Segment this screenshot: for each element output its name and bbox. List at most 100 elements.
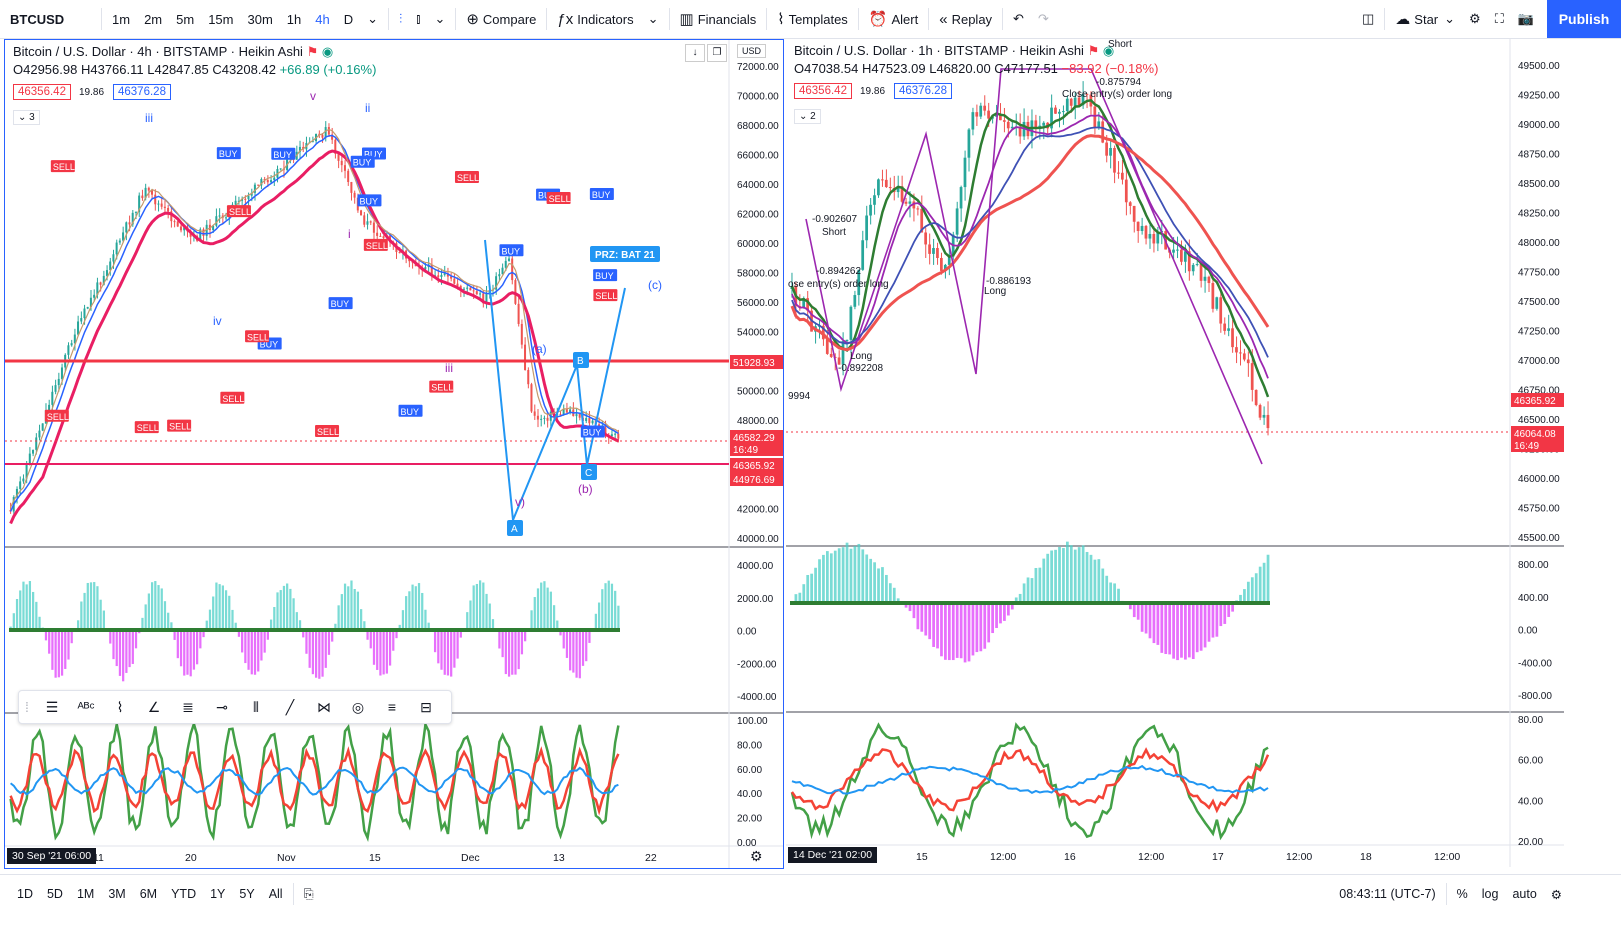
scroll-down-icon[interactable]: ↓ xyxy=(685,44,705,62)
candle-body xyxy=(131,212,134,225)
candle-body xyxy=(485,293,488,304)
interval-15m[interactable]: 15m xyxy=(208,11,234,27)
candle-body xyxy=(585,418,588,421)
percent-toggle[interactable]: % xyxy=(1456,887,1468,901)
drag-handle-icon[interactable]: ⁞ xyxy=(25,699,29,715)
range-1y[interactable]: 1Y xyxy=(210,887,226,901)
layout-icon[interactable]: ◫ xyxy=(1362,11,1375,26)
interval-d[interactable]: D xyxy=(343,11,354,27)
buy-price-box[interactable]: 46376.28 xyxy=(894,83,952,99)
candle-body xyxy=(324,127,327,138)
signal-label: SELL xyxy=(169,422,191,432)
chevron-down-icon[interactable]: ⌄ xyxy=(647,11,659,26)
fullscreen-icon[interactable]: ⛶ xyxy=(1494,11,1504,26)
auto-toggle[interactable]: auto xyxy=(1512,887,1537,901)
templates-icon: ⌇ xyxy=(777,11,785,28)
camera-icon[interactable]: 📷 xyxy=(1517,11,1534,26)
undo-icon[interactable]: ↶ xyxy=(1013,11,1024,26)
range-1m[interactable]: 1M xyxy=(76,887,95,901)
fib-retracement-icon[interactable]: ≡ xyxy=(387,699,397,715)
symbol-search[interactable]: BTCUSD xyxy=(10,11,65,27)
xabcd-pattern-icon[interactable]: ⋈ xyxy=(317,698,331,715)
bar-style-icon[interactable]: ⫶ xyxy=(399,11,403,26)
right-chart-pane[interactable]: 49500.00 49250.00 49000.00 48750.00 48500.00… xyxy=(786,39,1564,867)
range-all[interactable]: All xyxy=(268,887,283,901)
interval-30m[interactable]: 30m xyxy=(247,11,273,27)
range-5y[interactable]: 5Y xyxy=(239,887,255,901)
time-axis-label: 16 xyxy=(1064,851,1076,863)
candle-body xyxy=(1215,297,1219,309)
time-axis-label: 22 xyxy=(645,852,657,864)
vertical-lines-icon[interactable]: ⦀ xyxy=(252,698,260,715)
candle-body xyxy=(122,232,125,241)
oscillator-axis-label: 60.00 xyxy=(1518,756,1543,767)
wave-label: i xyxy=(348,227,351,241)
range-3m[interactable]: 3M xyxy=(108,887,126,901)
chevron-down-icon[interactable]: ⌄ xyxy=(367,11,379,26)
signal-label: SELL xyxy=(431,383,453,393)
gear-icon[interactable]: ⚙ xyxy=(750,848,763,864)
candle-body xyxy=(208,224,211,231)
range-1d[interactable]: 1D xyxy=(17,887,33,901)
indicator-collapse-toggle[interactable]: ⌄ 3 xyxy=(13,110,40,125)
interval-1h[interactable]: 1h xyxy=(286,11,302,27)
candle-body xyxy=(1258,405,1262,418)
fib-spiral-icon[interactable]: ◎ xyxy=(351,698,365,715)
replay-button[interactable]: «Replay xyxy=(932,0,999,38)
templates-button[interactable]: ⌇ Templates xyxy=(770,0,855,38)
right-chart-canvas[interactable]: 49500.00 49250.00 49000.00 48750.00 48500.00… xyxy=(786,39,1564,867)
candle-body xyxy=(302,146,305,150)
candle-body xyxy=(495,276,498,290)
horizontal-lines-icon[interactable]: ☰ xyxy=(45,698,59,715)
gear-icon[interactable]: ⚙ xyxy=(1469,11,1481,26)
indicators-button[interactable]: ƒx Indicators xyxy=(550,0,640,38)
candle-body xyxy=(920,208,924,233)
financials-button[interactable]: ▥ Financials xyxy=(673,0,764,38)
alert-button[interactable]: ⏰ Alert xyxy=(862,0,925,38)
compare-button[interactable]: ⊕ Compare xyxy=(459,0,543,38)
interval-5m[interactable]: 5m xyxy=(176,11,195,27)
sell-price-box[interactable]: 46356.42 xyxy=(794,83,852,99)
strategy-annotation: -0.894262 xyxy=(816,266,861,277)
range-5d[interactable]: 5D xyxy=(46,887,63,901)
settings-icon[interactable]: ⚙ xyxy=(1550,887,1562,902)
horizontal-ray-icon[interactable]: ⊸ xyxy=(216,698,228,715)
abc-pattern-icon[interactable]: ᴬᴮᶜ xyxy=(77,699,95,715)
candle-body xyxy=(1042,122,1046,126)
redo-icon[interactable]: ↷ xyxy=(1037,11,1049,26)
spread-value: 19.86 xyxy=(79,87,105,98)
left-chart-canvas[interactable]: 72000.00 70000.00 68000.00 66000.00 64000.00… xyxy=(5,40,783,868)
parallel-channel-icon[interactable]: ≣ xyxy=(182,698,194,715)
signal-badge xyxy=(350,155,375,168)
log-toggle[interactable]: log xyxy=(1481,887,1499,901)
candle-body xyxy=(1085,93,1089,95)
interval-1m[interactable]: 1m xyxy=(112,11,131,27)
trendline-icon[interactable]: ╱ xyxy=(285,698,295,715)
goto-date-icon[interactable]: ⎘ xyxy=(303,886,314,901)
maximize-icon[interactable]: ❐ xyxy=(707,44,727,62)
star-button[interactable]: ☁ Star ⌄ xyxy=(1388,0,1462,38)
currency-select[interactable]: USD xyxy=(737,44,767,58)
divider xyxy=(455,8,457,30)
range-6m[interactable]: 6M xyxy=(139,887,158,901)
price-axis-label: 64000.00 xyxy=(737,180,779,191)
candles-icon[interactable]: ⫾ xyxy=(416,11,421,26)
chevron-down-icon[interactable]: ⌄ xyxy=(434,11,446,26)
signal-label: BUY xyxy=(501,246,520,256)
price-axis-label: 49500.00 xyxy=(1518,61,1560,72)
publish-button[interactable]: Publish xyxy=(1547,0,1621,38)
long-position-icon[interactable]: ⊟ xyxy=(420,698,432,715)
wave-pattern-icon[interactable]: ⌇ xyxy=(116,698,124,715)
buy-price-box[interactable]: 46376.28 xyxy=(113,84,171,100)
interval-2m[interactable]: 2m xyxy=(144,11,163,27)
clock[interactable]: 08:43:11 (UTC-7) xyxy=(1339,887,1436,901)
candle-body xyxy=(530,384,533,412)
trend-angle-icon[interactable]: ∠ xyxy=(147,698,161,715)
left-chart-pane[interactable]: 72000.00 70000.00 68000.00 66000.00 64000.00… xyxy=(4,39,784,869)
candle-body xyxy=(408,258,411,262)
range-ytd[interactable]: YTD xyxy=(171,887,197,901)
candle-body xyxy=(511,258,514,281)
interval-4h[interactable]: 4h xyxy=(315,11,330,27)
indicator-collapse-toggle[interactable]: ⌄ 2 xyxy=(794,109,821,124)
sell-price-box[interactable]: 46356.42 xyxy=(13,84,71,100)
